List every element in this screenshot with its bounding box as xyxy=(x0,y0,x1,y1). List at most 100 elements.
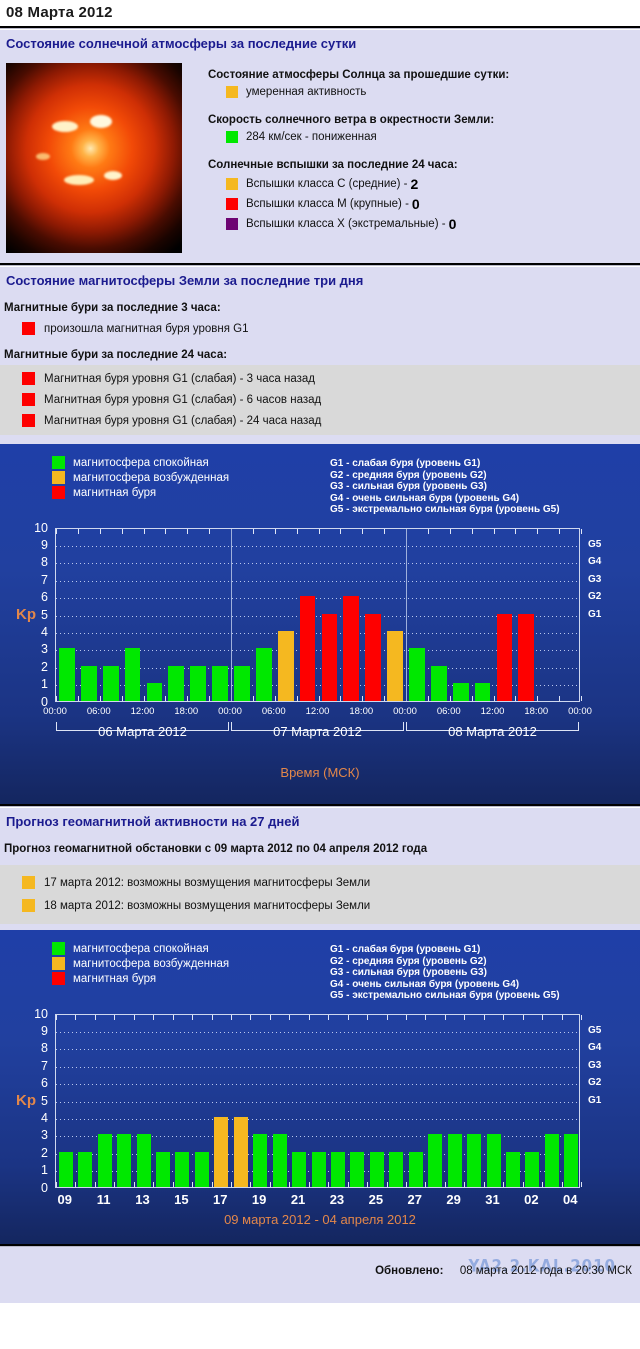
x-tick xyxy=(406,1014,407,1020)
x-tick xyxy=(250,1181,252,1187)
storms-24h-title-wrap: Магнитные бури за последние 24 часа: xyxy=(0,349,640,365)
x-tick xyxy=(581,1014,582,1020)
x-tick xyxy=(121,528,123,534)
x-tick xyxy=(362,695,364,701)
x-tick xyxy=(211,1014,213,1020)
x-tick xyxy=(274,528,276,534)
level-line: G5 - экстремально сильная буря (уровень … xyxy=(330,990,560,1001)
y-tick-label: 8 xyxy=(41,555,48,570)
spacer xyxy=(0,339,640,349)
x-tick-label: 17 xyxy=(213,1191,228,1207)
x-tick xyxy=(269,1181,271,1187)
legend-label: магнитосфера спокойная xyxy=(73,942,209,955)
chart-bar xyxy=(321,613,338,701)
updated-label: Обновлено: xyxy=(375,1265,444,1277)
legend-item: магнитосфера спокойная xyxy=(52,456,330,469)
y-tick-label: 8 xyxy=(41,1041,48,1056)
x-tick-label: 02 xyxy=(524,1191,539,1207)
x-tick xyxy=(289,1014,291,1020)
level-line: G3 - сильная буря (уровень G3) xyxy=(330,481,487,492)
chart-bar xyxy=(253,1134,268,1187)
chart-bar xyxy=(518,613,535,701)
chart-bar xyxy=(136,1134,151,1187)
y-axis-title: Kp xyxy=(16,1091,36,1109)
x-tick xyxy=(99,695,101,701)
x-tick xyxy=(153,1181,155,1187)
status-swatch-icon xyxy=(226,131,238,143)
chart1-divider xyxy=(0,804,640,807)
x-tick xyxy=(386,1014,388,1020)
x-tick xyxy=(503,1014,505,1020)
chart-bar xyxy=(124,648,141,701)
storm-swatch-icon xyxy=(22,372,35,385)
chart-bar xyxy=(430,665,447,701)
sun-image-wrap xyxy=(0,63,186,253)
x-tick xyxy=(121,695,123,701)
y-tick-label: 4 xyxy=(41,1110,48,1125)
solar-section: Состояние атмосферы Солнца за прошедшие … xyxy=(0,57,640,263)
chart2-legend-colors: магнитосфера спокойная магнитосфера возб… xyxy=(0,942,330,1002)
status-swatch-icon xyxy=(226,178,238,190)
x-tick xyxy=(308,1181,310,1187)
gridline xyxy=(56,1049,579,1051)
gridline xyxy=(56,1031,579,1033)
chart-bar xyxy=(486,1134,501,1187)
y-tick-label: 3 xyxy=(41,642,48,657)
x-tick-label: 15 xyxy=(174,1191,189,1207)
day-separator xyxy=(406,528,407,701)
forecast-text: 17 марта 2012: возможны возмущения магни… xyxy=(44,876,371,889)
x-tick xyxy=(483,1014,485,1020)
legend-label: магнитная буря xyxy=(73,486,157,499)
day-separator xyxy=(231,528,232,701)
status-swatch-icon xyxy=(226,218,238,230)
x-tick xyxy=(318,528,320,534)
x-tick xyxy=(192,1014,194,1020)
x-tick xyxy=(340,528,342,534)
y-tick-label: 9 xyxy=(41,1023,48,1038)
storms-3h-title: Магнитные бури за последние 3 часа: xyxy=(4,302,221,314)
footer: YA2.2.KAL.2010 Обновлено: 08 марта 2012 … xyxy=(0,1247,640,1303)
chart-bar xyxy=(343,596,360,701)
legend-label: магнитосфера спокойная xyxy=(73,456,209,469)
storms-24h-list: Магнитная буря уровня G1 (слабая) - 3 ча… xyxy=(0,365,640,435)
x-tick xyxy=(425,1014,427,1020)
x-tick xyxy=(537,695,539,701)
legend-label: магнитосфера возбужденная xyxy=(73,471,230,484)
x-tick-label: 00:00 xyxy=(568,705,592,717)
chart-bar xyxy=(292,1151,307,1187)
legend-item: магнитная буря xyxy=(52,972,330,985)
gridline xyxy=(56,1118,579,1120)
right-axis-label: G1 xyxy=(588,608,602,620)
x-tick xyxy=(143,528,145,534)
level-line: G2 - средняя буря (уровень G2) xyxy=(330,955,487,967)
x-tick-label: 23 xyxy=(329,1191,345,1207)
chart-bar xyxy=(452,683,469,701)
gridline xyxy=(56,598,579,600)
gridline xyxy=(56,1136,579,1138)
x-tick-label: 11 xyxy=(96,1191,111,1207)
day-group-label: 06 Марта 2012 xyxy=(98,723,187,739)
x-tick xyxy=(425,1181,427,1187)
solar-flares-title: Солнечные вспышки за последние 24 часа: xyxy=(208,159,458,171)
chart-bar xyxy=(102,665,119,701)
x-tick-label: 18:00 xyxy=(349,705,374,717)
x-tick xyxy=(187,528,189,534)
gridline xyxy=(56,580,579,582)
x-tick xyxy=(289,1181,291,1187)
x-tick xyxy=(386,1181,388,1187)
flare-label-c: Вспышки класса C (средние) - xyxy=(246,178,408,190)
section-header-solar: Состояние солнечной атмосферы за последн… xyxy=(0,29,640,57)
level-line: G2 - средняя буря (уровень G2) xyxy=(330,469,487,481)
x-tick xyxy=(328,1014,330,1020)
x-tick xyxy=(522,1181,524,1187)
y-tick-label: 1 xyxy=(41,1163,48,1178)
chart-bar xyxy=(155,1151,170,1187)
y-tick-label: 10 xyxy=(34,1006,48,1021)
storm-item: произошла магнитная буря уровня G1 xyxy=(0,318,640,339)
level-line: G4 - очень сильная буря (уровень G4) xyxy=(330,978,520,990)
y-tick-label: 2 xyxy=(41,1145,48,1160)
x-tick xyxy=(211,1181,213,1187)
x-tick xyxy=(406,1181,407,1187)
storm-swatch-icon xyxy=(22,393,35,406)
